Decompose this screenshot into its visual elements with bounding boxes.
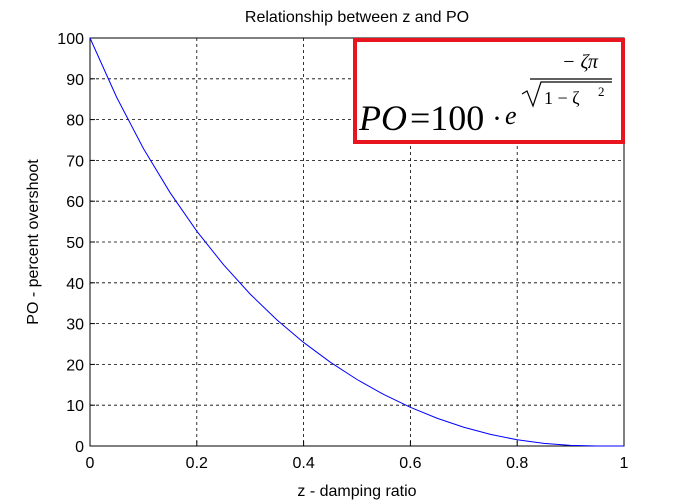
y-tick-label: 80 [66, 113, 84, 130]
y-tick-label: 70 [66, 153, 84, 170]
x-tick-label: 0.8 [506, 455, 528, 472]
formula-lhs: PO [358, 98, 407, 138]
formula-denominator: 1 − ζ [544, 88, 580, 108]
radical-sign [521, 81, 612, 108]
x-tick-label: 0.4 [292, 455, 314, 472]
formula: PO =100 · e − ζπ 1 − ζ 2 [353, 38, 625, 144]
formula-dot: · [492, 102, 502, 135]
x-tick-label: 0 [86, 455, 95, 472]
data-line [89, 37, 625, 447]
y-tick-label: 10 [66, 398, 84, 415]
y-tick-label: 90 [66, 72, 84, 89]
chart-title: Relationship between z and PO [245, 9, 469, 26]
formula-base: e [505, 101, 517, 130]
formula-power: 2 [598, 84, 605, 99]
x-tick-label: 0.6 [399, 455, 421, 472]
y-tick-label: 20 [66, 357, 84, 374]
formula-equals: =100 [410, 98, 484, 138]
y-tick-label: 0 [75, 439, 84, 456]
x-axis-label: z - damping ratio [297, 483, 416, 500]
y-tick-label: 50 [66, 235, 84, 252]
formula-box [353, 38, 625, 144]
y-axis-label: PO - percent overshoot [25, 159, 42, 325]
x-tick-label: 0.2 [186, 455, 208, 472]
formula-numerator: − ζπ [562, 51, 599, 73]
y-tick-label: 100 [57, 31, 84, 48]
y-tick-label: 60 [66, 194, 84, 211]
y-tick-label: 30 [66, 317, 84, 334]
x-tick-label: 1 [620, 455, 629, 472]
y-tick-label: 40 [66, 276, 84, 293]
